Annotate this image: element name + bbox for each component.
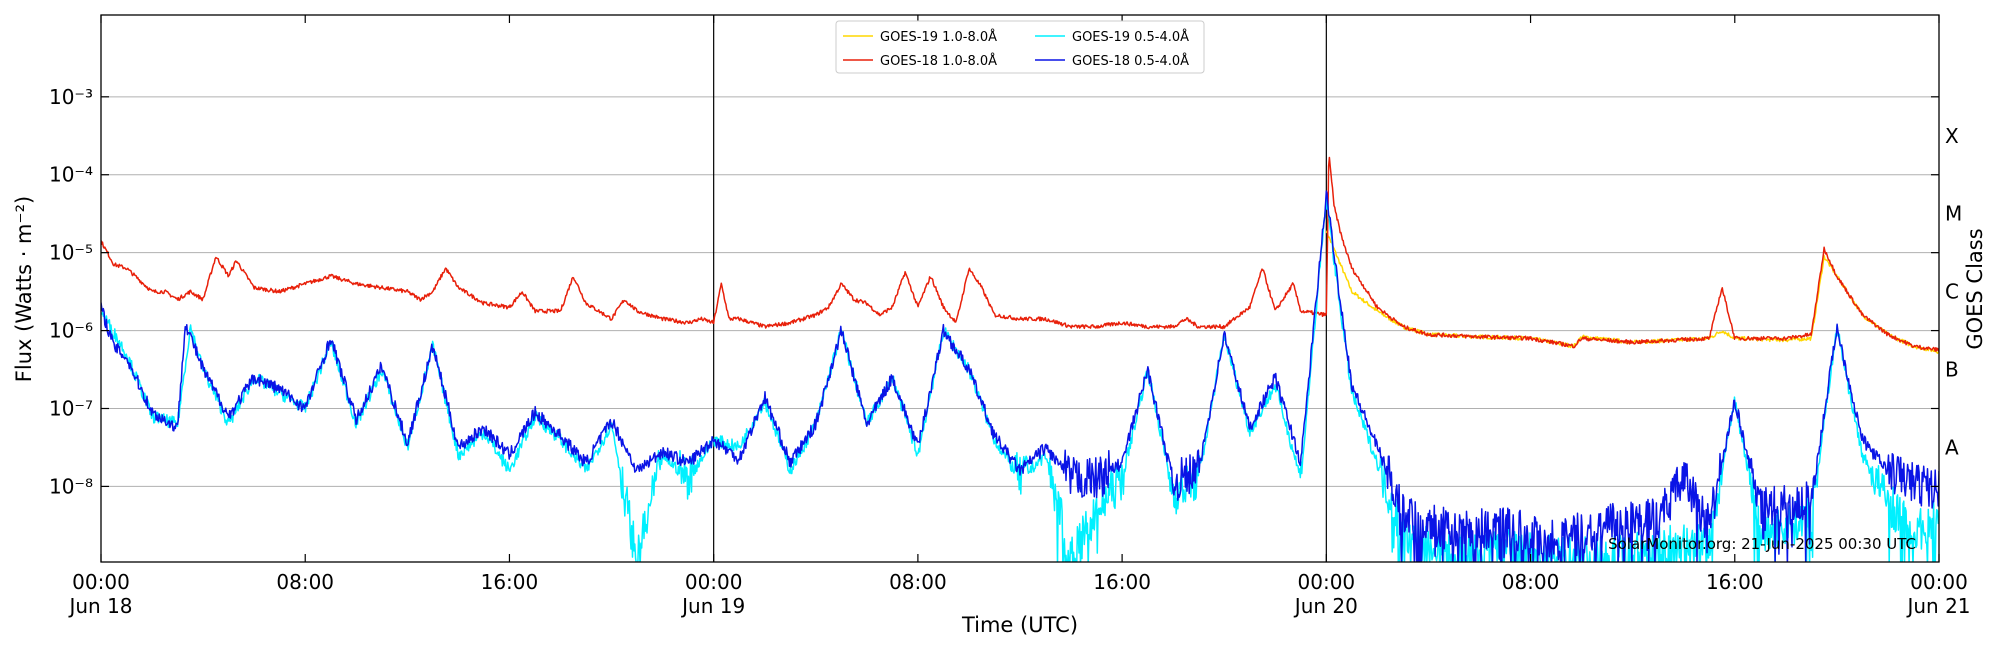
x-tick-date-label: Jun 18 [67,594,132,618]
plot-frame [100,14,1940,563]
x-tick-date-label: Jun 20 [1293,594,1358,618]
legend: GOES-19 1.0-8.0Å GOES-18 1.0-8.0Å GOES-1… [835,20,1205,74]
legend-entry-goes19-short: GOES-19 0.5-4.0Å [1035,29,1189,45]
x-tick-label: 00:00 [685,570,743,594]
credit-text: SolarMonitor.org: 21-Jun-2025 00:30 UTC [1608,535,1916,553]
legend-label: GOES-19 0.5-4.0Å [1072,29,1189,45]
legend-label: GOES-18 0.5-4.0Å [1072,53,1189,69]
y-tick-label: 10⁻³ [49,85,93,109]
y-tick-label: 10⁻⁵ [49,241,93,265]
y-tick-label: 10⁻⁸ [49,474,93,498]
x-tick-label: 16:00 [1093,570,1151,594]
x-tick-label: 08:00 [1502,570,1560,594]
goes-class-label: B [1945,358,1959,382]
y-tick-label: 10⁻⁴ [49,163,93,187]
legend-entry-goes18-long: GOES-18 1.0-8.0Å [843,53,997,69]
x-axis-title: Time (UTC) [961,613,1078,637]
series-line-3 [101,190,1939,562]
series-line-1 [101,156,1939,352]
grid-lines [101,96,1939,487]
legend-label: GOES-18 1.0-8.0Å [880,53,997,69]
legend-box [835,20,1205,74]
goes-class-label: M [1945,202,1962,226]
y-axis-title: Flux (Watts · m⁻²) [12,196,36,382]
goes-class-axis-title: GOES Class [1963,228,1987,349]
y-tick-label: 10⁻⁷ [49,396,93,420]
series-line-2 [101,195,1939,562]
x-tick-label: 00:00 [1910,570,1968,594]
x-tick-label: 16:00 [481,570,539,594]
series-lines [101,156,1939,562]
legend-entry-goes19-long: GOES-19 1.0-8.0Å [843,29,997,45]
x-tick-label: 16:00 [1706,570,1764,594]
legend-label: GOES-19 1.0-8.0Å [880,29,997,45]
goes-class-label: X [1945,124,1959,148]
y-tick-label: 10⁻⁶ [49,319,93,343]
x-tick-label: 08:00 [276,570,334,594]
x-tick-date-label: Jun 21 [1905,594,1970,618]
legend-entry-goes18-short: GOES-18 0.5-4.0Å [1035,53,1189,69]
x-tick-label: 00:00 [72,570,130,594]
goes-class-label: A [1945,435,1959,459]
x-tick-date-label: Jun 19 [680,594,745,618]
x-tick-label: 08:00 [889,570,947,594]
x-tick-label: 00:00 [1298,570,1356,594]
goes-class-label: C [1945,280,1959,304]
